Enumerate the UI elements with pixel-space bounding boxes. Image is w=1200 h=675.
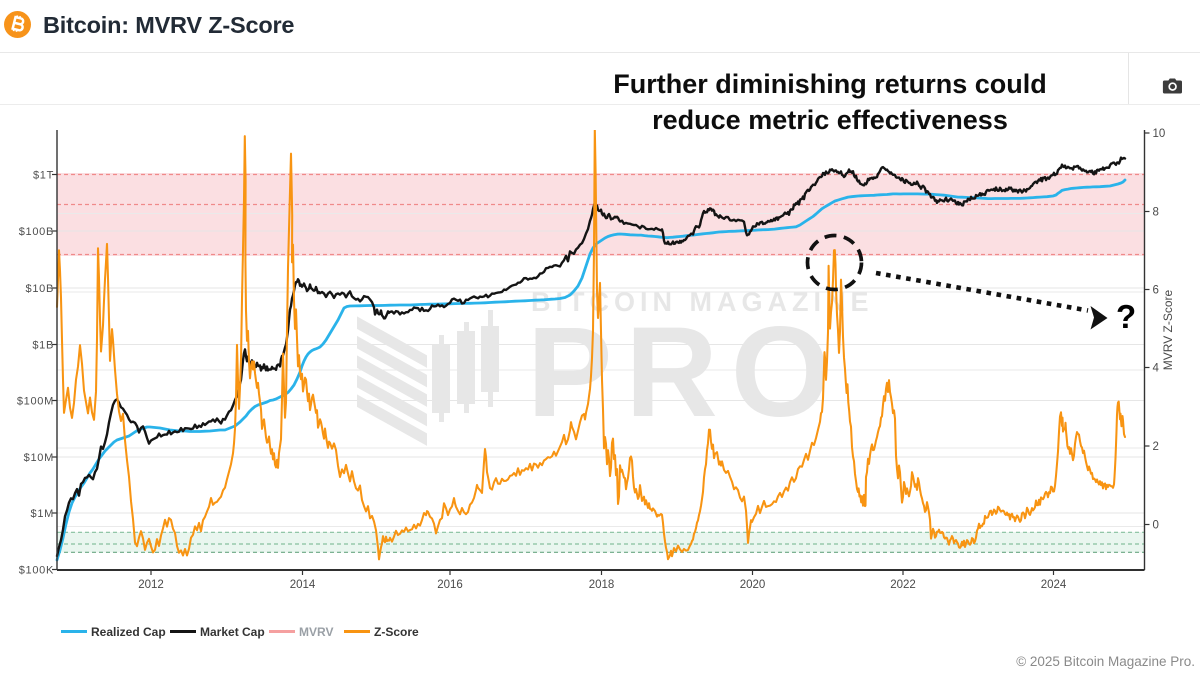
svg-text:2016: 2016 — [437, 579, 463, 591]
svg-text:$1T: $1T — [33, 170, 54, 182]
svg-text:BITCOIN MAGAZINE: BITCOIN MAGAZINE — [531, 287, 874, 317]
svg-text:4: 4 — [1153, 363, 1160, 375]
svg-text:$10B: $10B — [26, 283, 55, 295]
svg-text:2024: 2024 — [1041, 579, 1067, 591]
svg-text:0: 0 — [1153, 520, 1159, 532]
svg-text:2018: 2018 — [589, 579, 615, 591]
svg-text:$100M: $100M — [17, 396, 54, 408]
svg-text:?: ? — [1116, 298, 1136, 335]
svg-text:10: 10 — [1153, 128, 1166, 140]
svg-text:8: 8 — [1153, 207, 1159, 219]
svg-text:2: 2 — [1153, 441, 1159, 453]
svg-text:$10M: $10M — [24, 452, 54, 464]
svg-text:$100B: $100B — [19, 226, 54, 238]
svg-text:PRO: PRO — [527, 301, 843, 444]
svg-text:$1B: $1B — [32, 340, 54, 352]
svg-text:2014: 2014 — [290, 579, 316, 591]
svg-text:MVRV Z-Score: MVRV Z-Score — [1161, 289, 1175, 370]
svg-text:6: 6 — [1153, 285, 1159, 297]
svg-text:$1M: $1M — [31, 508, 55, 520]
svg-text:$100K: $100K — [19, 565, 54, 577]
svg-text:2022: 2022 — [890, 579, 916, 591]
svg-text:2012: 2012 — [138, 579, 164, 591]
svg-text:2020: 2020 — [740, 579, 766, 591]
